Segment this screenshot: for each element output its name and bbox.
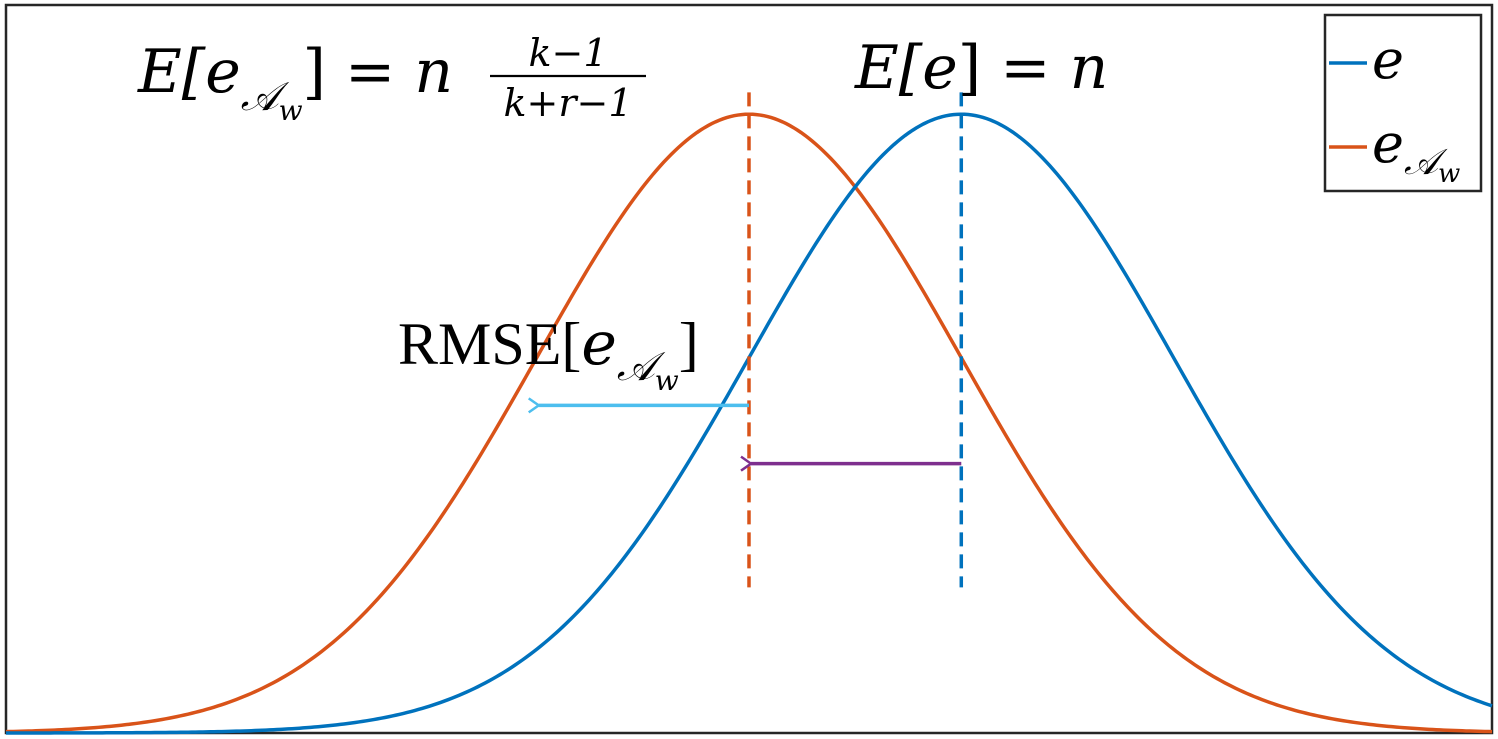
left-mean-subsub: w <box>279 94 303 127</box>
left-mean-var: e <box>205 37 241 107</box>
left-mean-denominator: k+r−1 <box>503 81 632 125</box>
right-mean-rhs: ] = <box>958 33 1070 103</box>
rmse-label: RMSE[ <box>398 311 581 377</box>
right-mean-annotation: E[e] = n <box>854 33 1108 103</box>
left-mean-rhs: ] = <box>303 37 415 107</box>
legend-box <box>1323 13 1483 193</box>
right-mean-E: E[ <box>854 33 923 103</box>
right-mean-n: n <box>1070 33 1109 103</box>
svg-text:E[e𝒜w] = n: E[e𝒜w] = n <box>137 37 453 127</box>
left-mean-E: E[ <box>137 37 206 107</box>
legend-label-e-aw-subsub: w <box>1438 159 1460 189</box>
left-mean-numerator: k−1 <box>528 31 607 75</box>
series-line-e-aw <box>5 112 1493 734</box>
legend-label-e-aw-main: e <box>1372 112 1404 175</box>
left-mean-n: n <box>414 37 453 107</box>
chart-marks <box>5 92 1493 735</box>
legend-label-e: e <box>1372 28 1404 91</box>
rmse-var: e <box>581 309 617 379</box>
rmse-close: ] <box>679 311 699 377</box>
right-mean-var: e <box>922 33 958 103</box>
legend-label-e-aw: e𝒜w <box>1372 112 1460 189</box>
rmse-subsub: w <box>655 364 679 397</box>
left-mean-annotation: E[e𝒜w] = n k−1 k+r−1 <box>137 31 646 127</box>
rmse-annotation: RMSE[e𝒜w] <box>398 309 699 397</box>
legend: e e𝒜w <box>1323 13 1483 193</box>
